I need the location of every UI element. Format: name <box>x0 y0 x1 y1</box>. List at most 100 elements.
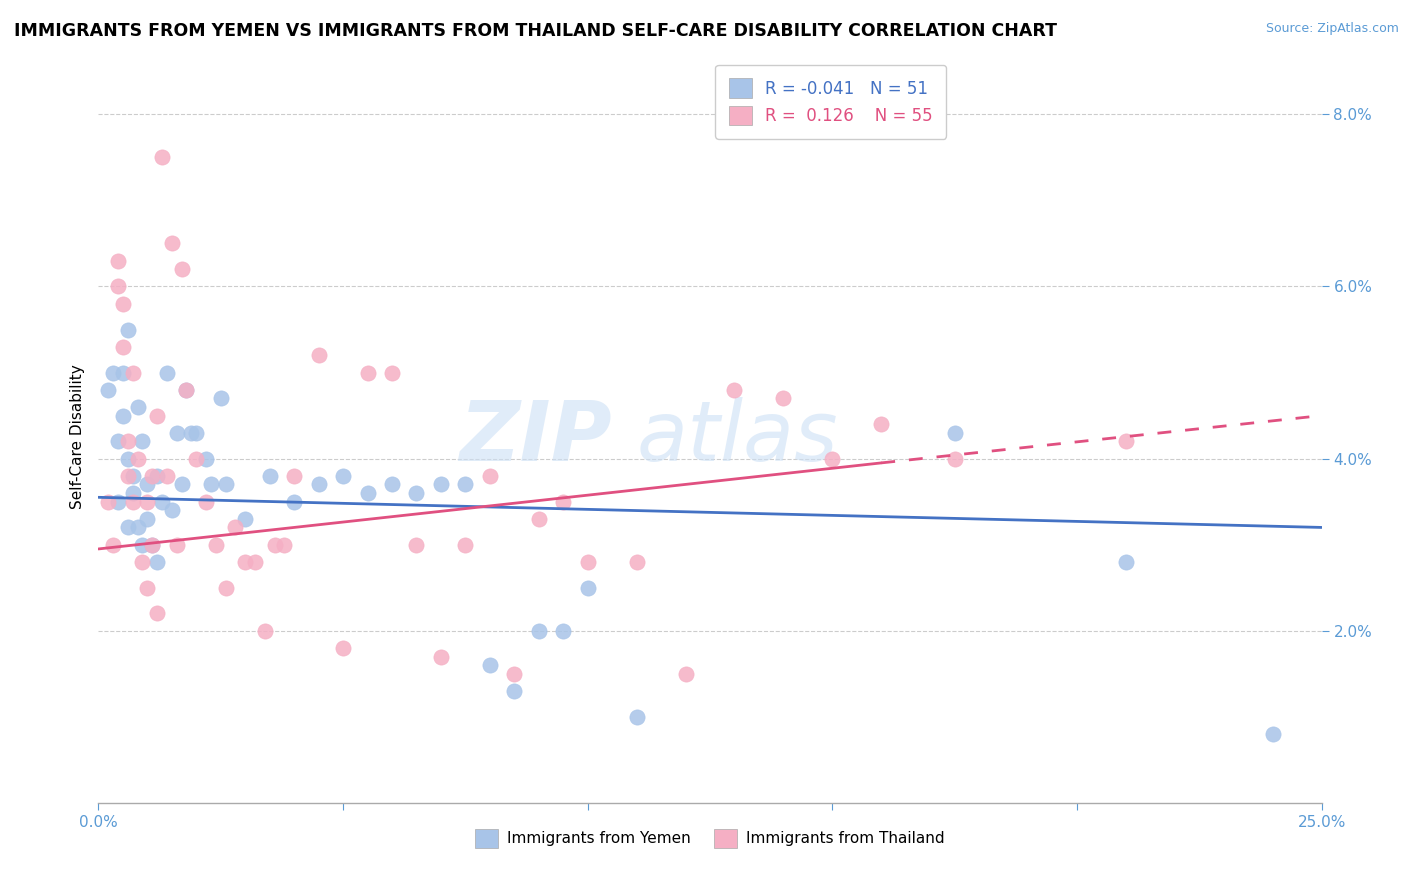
Point <box>381 366 404 380</box>
Point <box>263 538 285 552</box>
Y-axis label: Self-Care Disability: Self-Care Disability <box>69 365 84 509</box>
Point <box>1261 727 1284 741</box>
Point <box>253 624 276 638</box>
Point <box>146 409 169 423</box>
Point <box>405 538 427 552</box>
Point <box>111 366 134 380</box>
Point <box>117 322 139 336</box>
Point <box>141 468 163 483</box>
Point <box>356 366 378 380</box>
Point <box>131 555 153 569</box>
Text: Source: ZipAtlas.com: Source: ZipAtlas.com <box>1265 22 1399 36</box>
Point <box>308 477 330 491</box>
Point <box>233 512 256 526</box>
Point <box>332 640 354 655</box>
Point <box>146 607 169 621</box>
Point <box>233 555 256 569</box>
Point <box>454 538 477 552</box>
Point <box>141 538 163 552</box>
Point <box>626 710 648 724</box>
Point <box>146 468 169 483</box>
Point <box>205 538 228 552</box>
Point <box>870 417 893 432</box>
Point <box>97 383 120 397</box>
Point <box>332 468 354 483</box>
Point <box>283 494 305 508</box>
Text: atlas: atlas <box>637 397 838 477</box>
Point <box>117 451 139 466</box>
Point <box>121 468 143 483</box>
Point <box>150 494 173 508</box>
Point <box>209 392 232 406</box>
Point <box>166 538 188 552</box>
Point <box>131 538 153 552</box>
Point <box>107 494 129 508</box>
Point <box>176 383 198 397</box>
Point <box>186 451 208 466</box>
Point <box>170 262 193 277</box>
Point <box>107 279 129 293</box>
Point <box>821 451 844 466</box>
Point <box>180 425 202 440</box>
Point <box>200 477 222 491</box>
Point <box>117 520 139 534</box>
Point <box>214 477 236 491</box>
Point <box>127 520 149 534</box>
Point <box>160 503 183 517</box>
Point <box>259 468 281 483</box>
Point <box>503 666 526 681</box>
Legend: Immigrants from Yemen, Immigrants from Thailand: Immigrants from Yemen, Immigrants from T… <box>470 822 950 854</box>
Point <box>1115 434 1137 449</box>
Point <box>101 366 124 380</box>
Point <box>160 236 183 251</box>
Point <box>146 555 169 569</box>
Point <box>136 494 159 508</box>
Point <box>150 150 173 164</box>
Text: IMMIGRANTS FROM YEMEN VS IMMIGRANTS FROM THAILAND SELF-CARE DISABILITY CORRELATI: IMMIGRANTS FROM YEMEN VS IMMIGRANTS FROM… <box>14 22 1057 40</box>
Point <box>675 666 697 681</box>
Point <box>478 468 501 483</box>
Point <box>195 494 218 508</box>
Point <box>127 451 149 466</box>
Point <box>527 512 550 526</box>
Point <box>527 624 550 638</box>
Point <box>308 348 330 362</box>
Point <box>195 451 218 466</box>
Point <box>553 494 575 508</box>
Point <box>141 538 163 552</box>
Point <box>186 425 208 440</box>
Point <box>430 649 453 664</box>
Point <box>117 468 139 483</box>
Point <box>430 477 453 491</box>
Point <box>576 581 599 595</box>
Point <box>176 383 198 397</box>
Point <box>111 340 134 354</box>
Point <box>121 366 143 380</box>
Point <box>283 468 305 483</box>
Point <box>723 383 745 397</box>
Point <box>381 477 404 491</box>
Text: ZIP: ZIP <box>460 397 612 477</box>
Point <box>107 253 129 268</box>
Point <box>273 538 295 552</box>
Point <box>224 520 246 534</box>
Point <box>107 434 129 449</box>
Point <box>576 555 599 569</box>
Point <box>356 486 378 500</box>
Point <box>136 512 159 526</box>
Point <box>772 392 794 406</box>
Point <box>454 477 477 491</box>
Point <box>214 581 236 595</box>
Point <box>156 468 179 483</box>
Point <box>127 400 149 414</box>
Point <box>136 477 159 491</box>
Point <box>111 409 134 423</box>
Point <box>553 624 575 638</box>
Point <box>136 581 159 595</box>
Point <box>503 684 526 698</box>
Point <box>101 538 124 552</box>
Point <box>121 494 143 508</box>
Point <box>166 425 188 440</box>
Point <box>117 434 139 449</box>
Point <box>626 555 648 569</box>
